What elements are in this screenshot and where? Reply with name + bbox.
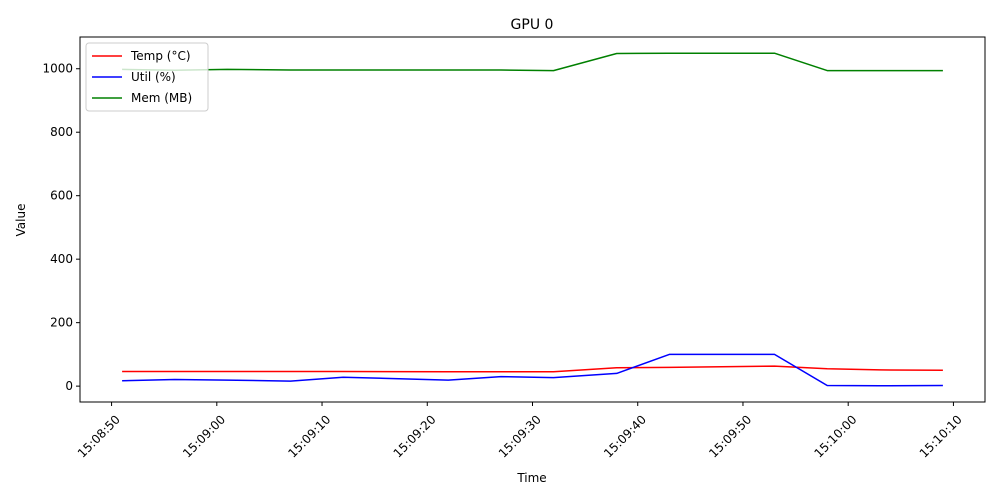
legend: Temp (°C) Util (%) Mem (MB) — [85, 42, 209, 112]
y-tick-label: 200 — [50, 316, 73, 330]
y-tick-label: 800 — [50, 125, 73, 139]
y-tick-label: 0 — [65, 379, 73, 393]
y-axis-label: Value — [14, 204, 28, 237]
legend-label: Util (%) — [131, 70, 176, 84]
y-tick-label: 600 — [50, 189, 73, 203]
legend-box — [85, 42, 209, 112]
series-line-0 — [122, 365, 943, 373]
legend-label: Mem (MB) — [131, 91, 192, 105]
series-line-1 — [122, 353, 943, 387]
x-axis-label: Time — [516, 471, 546, 485]
chart-title: GPU 0 — [511, 17, 554, 33]
y-axis: 0 200 400 600 800 1000 — [42, 62, 80, 393]
series-line-2 — [122, 52, 943, 72]
y-tick-label: 400 — [50, 252, 73, 266]
legend-label: Temp (°C) — [130, 49, 191, 63]
series-layer — [122, 52, 943, 387]
y-tick-label: 1000 — [42, 62, 73, 76]
